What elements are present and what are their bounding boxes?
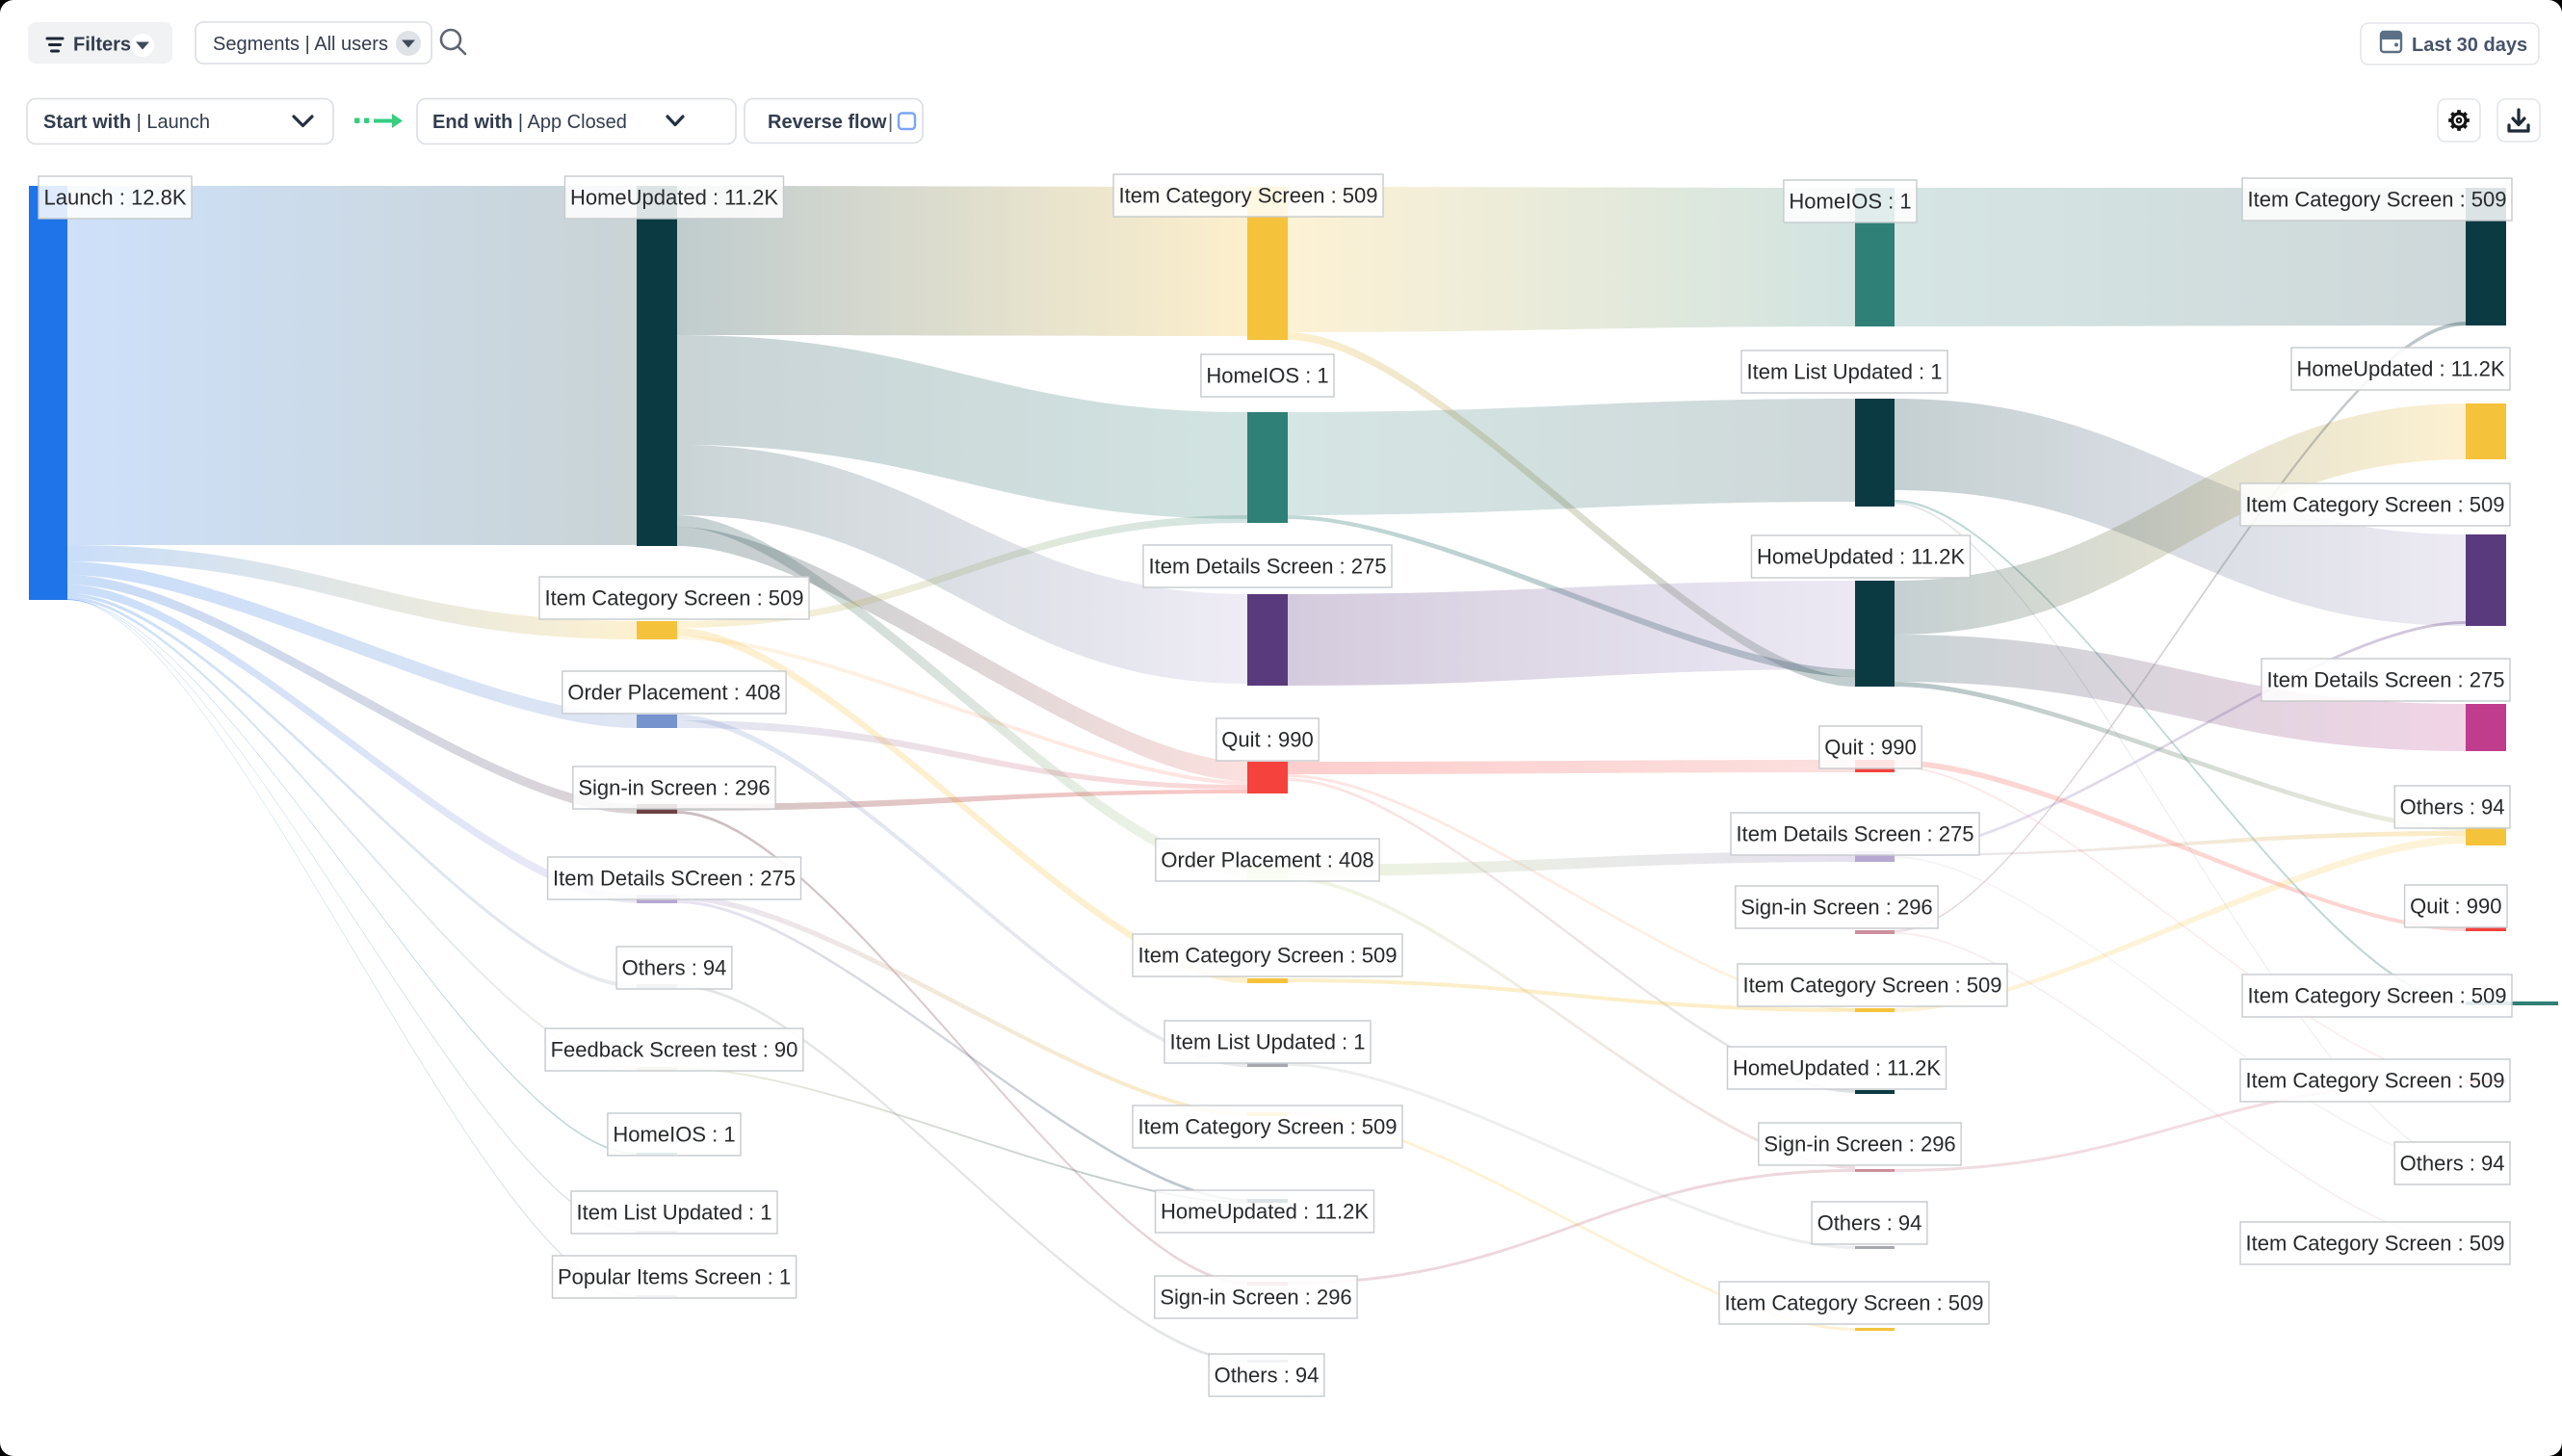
svg-text:Item Category Screen : 509: Item Category Screen : 509: [2247, 188, 2506, 212]
svg-text:Last 30 days: Last 30 days: [2412, 35, 2527, 56]
svg-text:HomeUpdated : 11.2K: HomeUpdated : 11.2K: [1757, 545, 1965, 569]
svg-text:Item Details SCreen : 275: Item Details SCreen : 275: [553, 867, 796, 891]
svg-text:HomeUpdated : 11.2K: HomeUpdated : 11.2K: [1733, 1056, 1941, 1080]
svg-text:Order Placement : 408: Order Placement : 408: [1161, 848, 1373, 872]
svg-text:Item List Updated : 1: Item List Updated : 1: [1170, 1030, 1366, 1054]
svg-text:Quit : 990: Quit : 990: [2410, 895, 2501, 919]
svg-text:HomeIOS : 1: HomeIOS : 1: [1206, 364, 1328, 388]
svg-text:Launch : 12.8K: Launch : 12.8K: [43, 186, 186, 210]
svg-text:Order Placement : 408: Order Placement : 408: [567, 681, 780, 705]
svg-text:Others : 94: Others : 94: [1817, 1211, 1922, 1235]
svg-text:Item Details Screen : 275: Item Details Screen : 275: [1148, 555, 1386, 579]
svg-text:Start with | Launch: Start with | Launch: [43, 112, 210, 133]
svg-text:Item Category Screen : 509: Item Category Screen : 509: [1742, 974, 2001, 998]
svg-text:Others : 94: Others : 94: [1215, 1364, 1320, 1388]
svg-text:Item List Updated : 1: Item List Updated : 1: [1747, 360, 1943, 384]
svg-text:End with | App Closed: End with | App Closed: [432, 112, 627, 133]
svg-text:HomeUpdated : 11.2K: HomeUpdated : 11.2K: [1161, 1200, 1369, 1224]
svg-text:Sign-in Screen : 296: Sign-in Screen : 296: [1764, 1132, 1955, 1157]
svg-text:Others : 94: Others : 94: [622, 956, 727, 980]
svg-text:Item Details Screen : 275: Item Details Screen : 275: [2266, 668, 2504, 692]
svg-text:Others : 94: Others : 94: [2400, 795, 2505, 819]
svg-text:Item Category Screen : 509: Item Category Screen : 509: [1137, 1115, 1397, 1139]
svg-text:Reverse flow: Reverse flow: [768, 112, 887, 133]
svg-text:Item List Updated : 1: Item List Updated : 1: [577, 1201, 772, 1225]
svg-text:Item Category Screen : 509: Item Category Screen : 509: [2245, 1069, 2504, 1093]
svg-text:Item Category Screen : 509: Item Category Screen : 509: [1118, 184, 1377, 208]
svg-text:Item Category Screen : 509: Item Category Screen : 509: [2245, 493, 2504, 517]
svg-text:HomeIOS : 1: HomeIOS : 1: [613, 1123, 735, 1147]
svg-text:HomeIOS : 1: HomeIOS : 1: [1789, 190, 1911, 214]
svg-text:Item Category Screen : 509: Item Category Screen : 509: [1724, 1291, 1983, 1315]
svg-text:Sign-in Screen : 296: Sign-in Screen : 296: [1160, 1286, 1351, 1310]
svg-text:HomeUpdated : 11.2K: HomeUpdated : 11.2K: [2296, 357, 2504, 381]
svg-text:|: |: [888, 112, 893, 133]
svg-text:Item Category Screen : 509: Item Category Screen : 509: [2247, 984, 2506, 1008]
svg-text:Quit : 990: Quit : 990: [1221, 728, 1313, 752]
svg-text:HomeUpdated : 11.2K: HomeUpdated : 11.2K: [570, 186, 778, 210]
svg-text:Segments | All users: Segments | All users: [213, 34, 388, 55]
svg-text:Item Category Screen : 509: Item Category Screen : 509: [1137, 944, 1397, 968]
svg-text:Quit : 990: Quit : 990: [1824, 736, 1916, 760]
svg-text:Item Category Screen : 509: Item Category Screen : 509: [2245, 1232, 2504, 1256]
svg-text:Sign-in Screen : 296: Sign-in Screen : 296: [1740, 896, 1932, 920]
svg-text:Sign-in Screen : 296: Sign-in Screen : 296: [578, 776, 770, 800]
svg-text:Feedback Screen test : 90: Feedback Screen test : 90: [551, 1038, 798, 1062]
svg-text:Others : 94: Others : 94: [2400, 1152, 2505, 1176]
svg-text:Item Details Screen : 275: Item Details Screen : 275: [1736, 822, 1974, 846]
svg-text:Filters: Filters: [73, 35, 131, 56]
svg-text:Item Category Screen : 509: Item Category Screen : 509: [544, 586, 803, 611]
svg-text:Popular Items Screen : 1: Popular Items Screen : 1: [558, 1265, 791, 1289]
